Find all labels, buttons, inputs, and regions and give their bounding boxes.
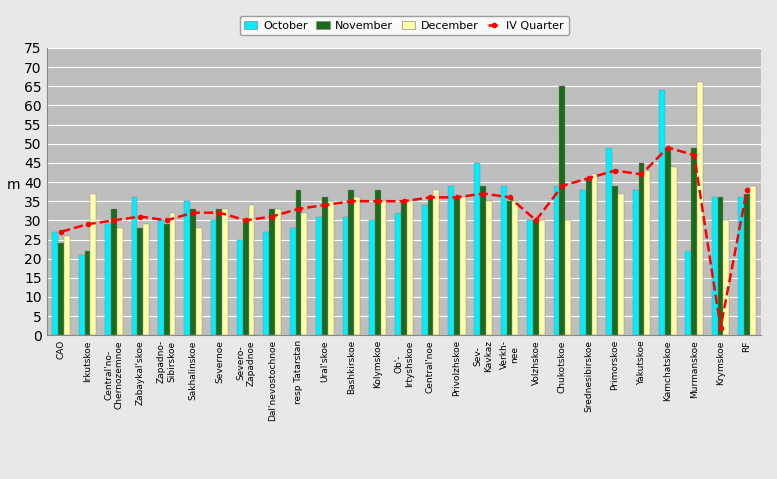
- Bar: [375, 190, 381, 335]
- Bar: [143, 224, 149, 335]
- Bar: [381, 201, 386, 335]
- Bar: [427, 197, 434, 335]
- Bar: [606, 148, 612, 335]
- Bar: [222, 209, 228, 335]
- Bar: [169, 213, 176, 335]
- Bar: [290, 228, 295, 335]
- Bar: [460, 197, 465, 335]
- Bar: [448, 186, 454, 335]
- Bar: [486, 201, 492, 335]
- Bar: [612, 186, 618, 335]
- Bar: [501, 186, 507, 335]
- Bar: [316, 217, 322, 335]
- Y-axis label: m: m: [6, 178, 19, 192]
- Bar: [538, 220, 545, 335]
- Bar: [507, 201, 513, 335]
- Bar: [111, 209, 117, 335]
- Bar: [249, 205, 255, 335]
- Bar: [105, 224, 111, 335]
- Bar: [138, 228, 143, 335]
- Bar: [580, 190, 586, 335]
- Bar: [158, 220, 164, 335]
- Bar: [712, 197, 718, 335]
- Bar: [295, 190, 301, 335]
- Bar: [131, 197, 138, 335]
- Bar: [565, 220, 571, 335]
- Bar: [395, 213, 401, 335]
- Bar: [513, 201, 518, 335]
- Bar: [354, 197, 360, 335]
- Bar: [475, 163, 480, 335]
- Bar: [528, 220, 533, 335]
- Bar: [723, 220, 730, 335]
- Bar: [744, 194, 750, 335]
- Bar: [196, 228, 202, 335]
- Bar: [480, 186, 486, 335]
- Bar: [369, 220, 375, 335]
- Bar: [328, 201, 333, 335]
- Bar: [454, 197, 460, 335]
- Bar: [422, 205, 427, 335]
- Bar: [718, 197, 723, 335]
- Bar: [164, 224, 169, 335]
- Bar: [559, 86, 565, 335]
- Bar: [58, 243, 64, 335]
- Bar: [644, 171, 650, 335]
- Bar: [671, 167, 677, 335]
- Bar: [78, 255, 85, 335]
- Bar: [750, 186, 756, 335]
- Bar: [533, 220, 538, 335]
- Bar: [85, 251, 90, 335]
- Bar: [553, 186, 559, 335]
- Bar: [275, 209, 280, 335]
- Bar: [117, 228, 123, 335]
- Bar: [632, 190, 639, 335]
- Bar: [263, 232, 270, 335]
- Bar: [407, 201, 413, 335]
- Bar: [697, 82, 703, 335]
- Legend: October, November, December, IV Quarter: October, November, December, IV Quarter: [239, 16, 569, 35]
- Bar: [322, 197, 328, 335]
- Bar: [190, 209, 196, 335]
- Bar: [211, 220, 217, 335]
- Bar: [591, 174, 598, 335]
- Bar: [184, 201, 190, 335]
- Bar: [738, 197, 744, 335]
- Bar: [343, 217, 348, 335]
- Bar: [401, 201, 407, 335]
- Bar: [586, 178, 591, 335]
- Bar: [692, 148, 697, 335]
- Bar: [64, 236, 70, 335]
- Bar: [665, 148, 671, 335]
- Bar: [243, 220, 249, 335]
- Bar: [237, 240, 243, 335]
- Bar: [348, 190, 354, 335]
- Bar: [90, 194, 96, 335]
- Bar: [685, 251, 692, 335]
- Bar: [639, 163, 644, 335]
- Bar: [618, 194, 624, 335]
- Bar: [434, 190, 439, 335]
- Bar: [659, 90, 665, 335]
- Bar: [301, 213, 307, 335]
- Bar: [52, 232, 58, 335]
- Bar: [217, 209, 222, 335]
- Bar: [270, 209, 275, 335]
